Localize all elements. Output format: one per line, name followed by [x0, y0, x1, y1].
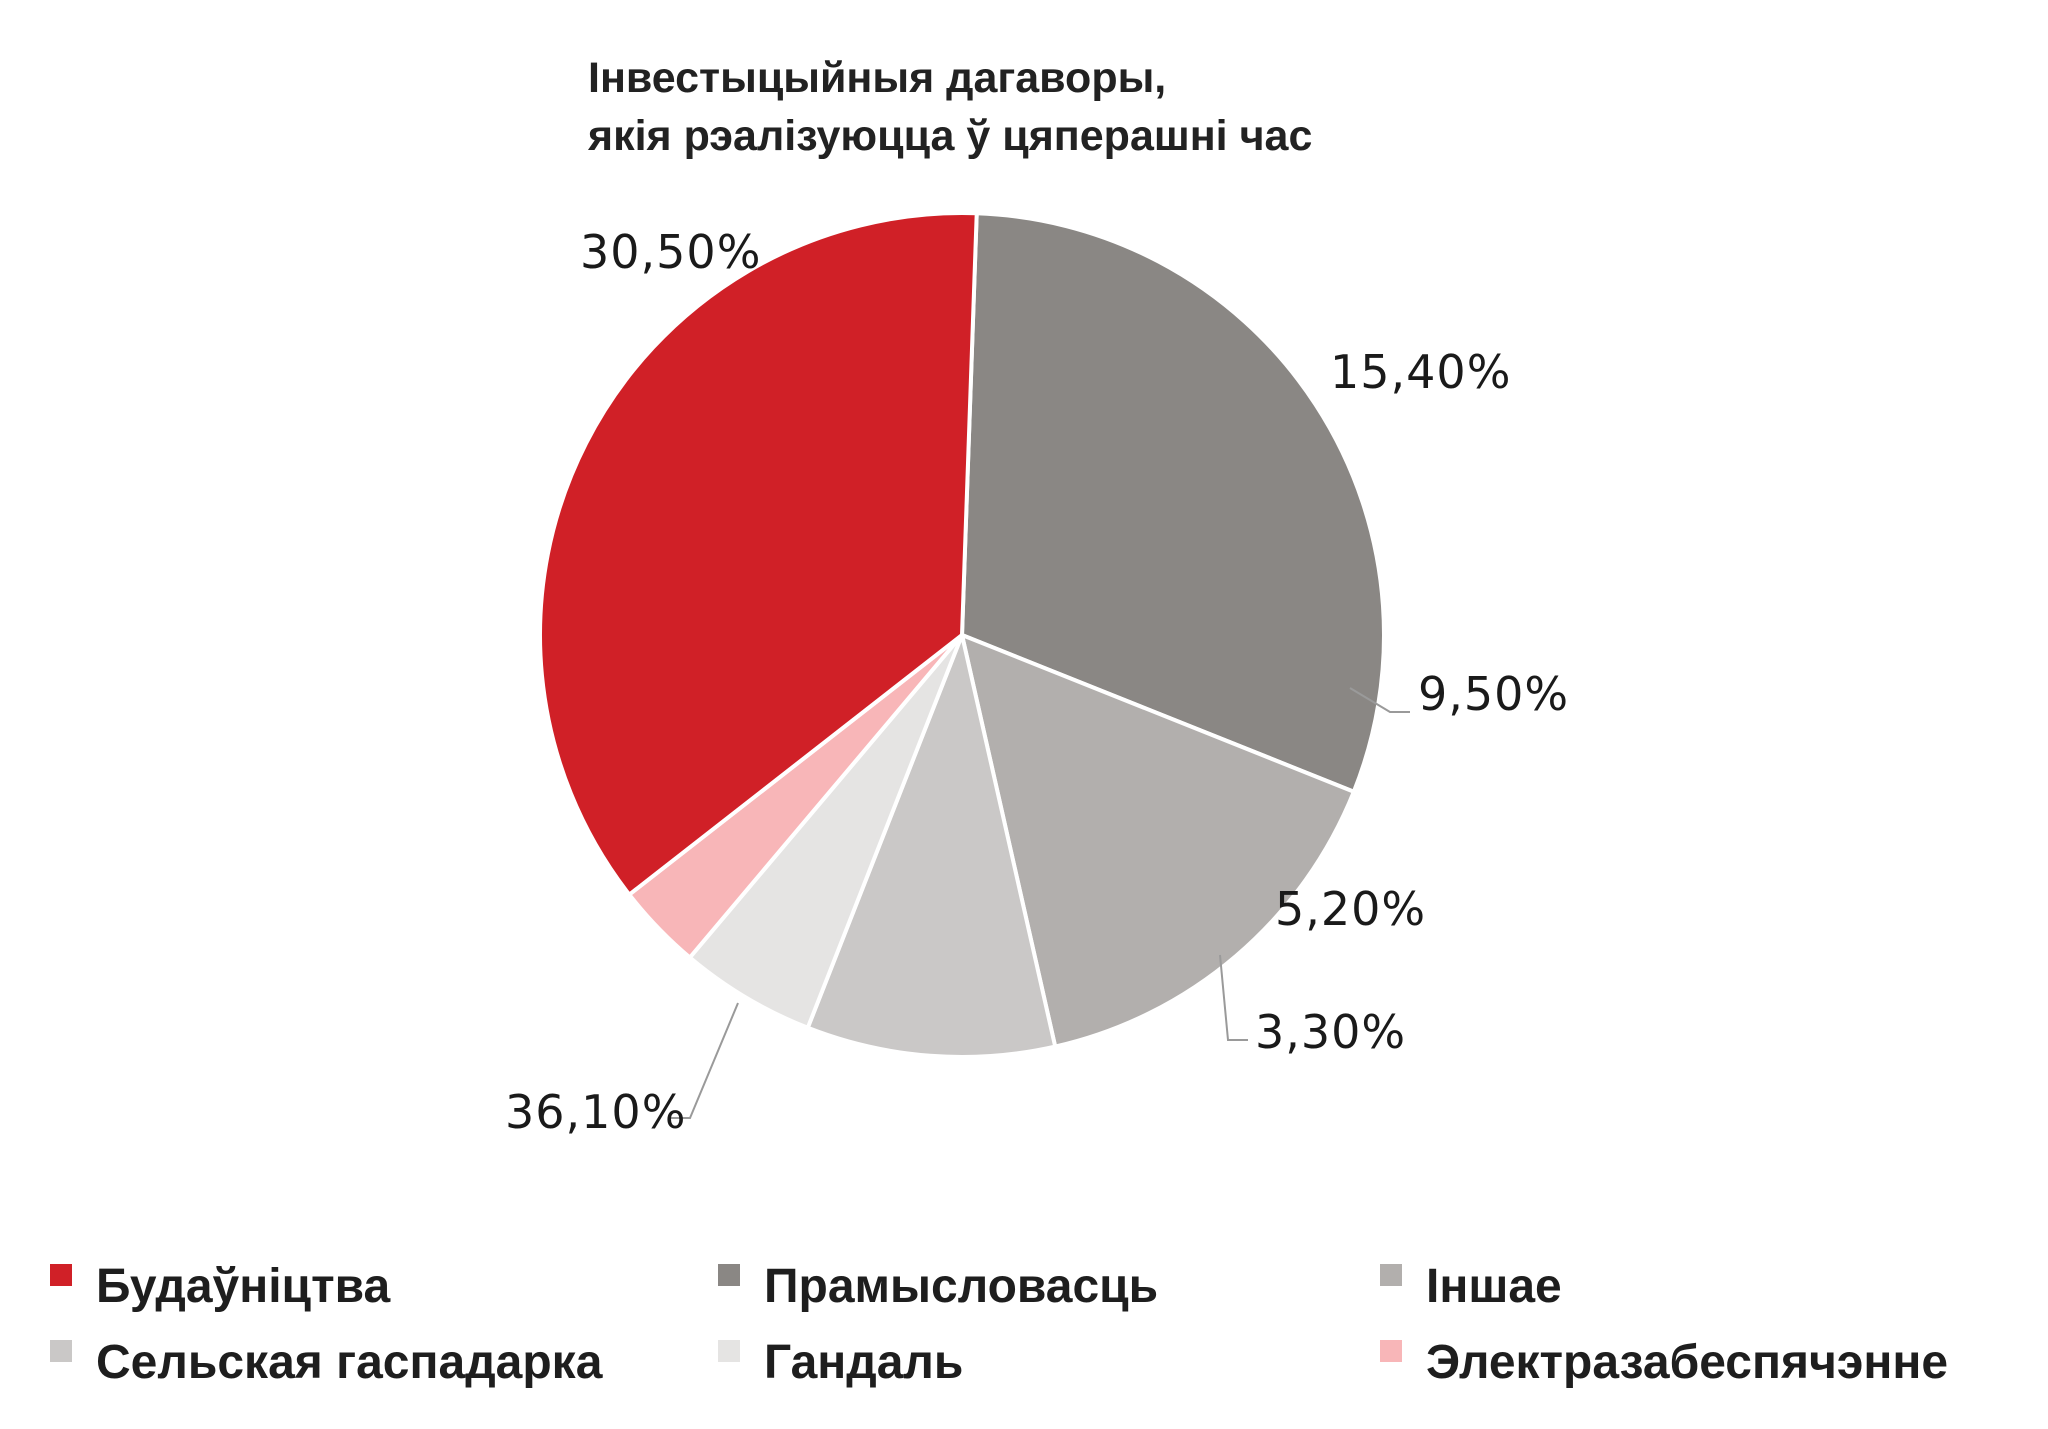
legend-label-3: Іншае [1426, 1260, 1562, 1313]
pie-slice-2 [960, 633, 1356, 1049]
legend-label-5: Гандаль [764, 1336, 963, 1389]
value-label-2: 15,40% [1330, 345, 1511, 399]
legend-swatch-5 [718, 1340, 740, 1362]
legend-swatch-4 [50, 1340, 72, 1362]
leader-lines [668, 687, 1410, 1119]
legend-item-2: Прамысловасць [718, 1260, 1158, 1313]
value-label-6: 36,10% [505, 1085, 686, 1139]
legend-label-2: Прамысловасць [764, 1260, 1158, 1313]
pie-slice-3 [805, 633, 1058, 1059]
pie-slice-4 [687, 633, 964, 1030]
legend: Будаўніцтва Прамысловасць Іншае Сельская га… [50, 1260, 1948, 1389]
leader-line-6 [668, 1002, 739, 1119]
value-label-1: 30,50% [580, 225, 761, 279]
value-label-3: 9,50% [1418, 667, 1569, 721]
legend-label-4: Сельская гаспадарка [96, 1336, 603, 1389]
value-labels: 30,50% 15,40% 9,50% 5,20% 3,30% 36,10% [505, 225, 1569, 1139]
pie-slice-6 [538, 211, 979, 897]
legend-label-6: Электразабеспячэнне [1426, 1336, 1948, 1389]
legend-swatch-1 [50, 1264, 72, 1286]
legend-swatch-6 [1380, 1340, 1402, 1362]
legend-label-1: Будаўніцтва [96, 1260, 390, 1313]
chart-title: Інвестыцыйныя дагаворы, якія рэалізуюцца… [587, 54, 1312, 160]
legend-item-4: Сельская гаспадарка [50, 1336, 603, 1389]
pie-slice-1 [960, 211, 1386, 794]
legend-swatch-3 [1380, 1264, 1402, 1286]
pie-slices [538, 211, 1386, 1059]
legend-item-1: Будаўніцтва [50, 1260, 390, 1313]
leader-line-3 [1349, 687, 1410, 713]
leader-line-5 [1219, 954, 1248, 1041]
legend-item-3: Іншае [1380, 1260, 1562, 1313]
value-label-5: 3,30% [1255, 1005, 1406, 1059]
legend-swatch-2 [718, 1264, 740, 1286]
legend-item-6: Электразабеспячэнне [1380, 1336, 1948, 1389]
chart-title-line-1: Інвестыцыйныя дагаворы, [588, 54, 1166, 102]
legend-item-5: Гандаль [718, 1336, 963, 1389]
chart-title-line-2: якія рэалізуюцца ў цяперашні час [587, 112, 1312, 160]
value-label-4: 5,20% [1275, 882, 1426, 936]
